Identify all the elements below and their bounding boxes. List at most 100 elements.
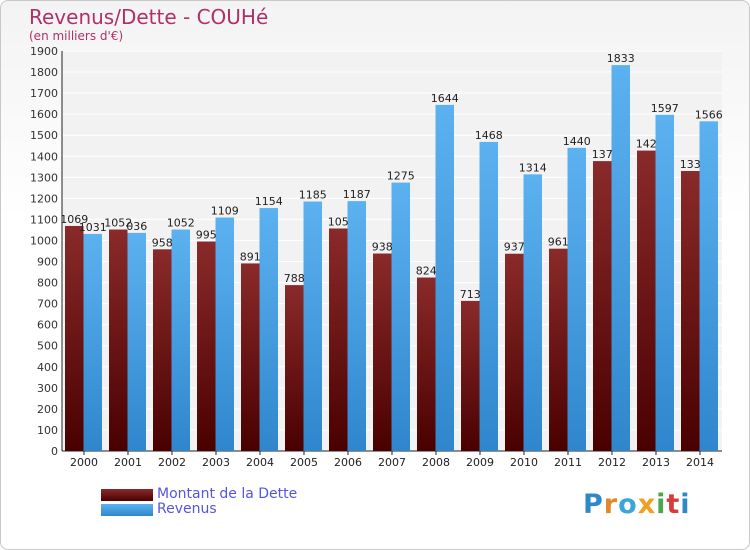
logo-letter: P — [583, 489, 604, 520]
y-tick-label: 400 — [37, 361, 58, 374]
debt-value-label: 137 — [592, 148, 613, 161]
revenue-value-label: 1468 — [475, 129, 503, 142]
chart-title: Revenus/Dette - COUHé — [29, 5, 269, 29]
revenue-value-label: 1314 — [519, 161, 547, 174]
debt-value-label: 824 — [416, 265, 437, 278]
debt-bar — [637, 150, 656, 451]
x-tick-label: 2005 — [290, 456, 318, 469]
revenue-bar — [655, 114, 674, 451]
debt-value-label: 142 — [636, 138, 657, 151]
revenue-value-label: 1154 — [255, 195, 283, 208]
debt-value-label: 937 — [504, 241, 525, 254]
revenue-bar — [435, 104, 454, 451]
y-tick-label: 1900 — [30, 45, 58, 58]
debt-bar — [461, 300, 480, 451]
y-tick-label: 1600 — [30, 108, 58, 121]
revenue-value-label: 1833 — [607, 52, 635, 65]
debt-value-label: 958 — [152, 236, 173, 249]
debt-value-label: 133 — [680, 158, 701, 171]
revenue-bar — [567, 147, 586, 451]
y-tick-label: 1200 — [30, 192, 58, 205]
debt-bar — [65, 225, 84, 451]
debt-value-label: 1052 — [104, 217, 132, 230]
y-tick-label: 300 — [37, 382, 58, 395]
x-tick-label: 2013 — [642, 456, 670, 469]
x-tick-label: 2001 — [114, 456, 142, 469]
revenue-bar — [215, 217, 234, 451]
debt-bar — [153, 249, 172, 451]
revenue-value-label: 1597 — [651, 102, 679, 115]
x-tick-label: 2000 — [70, 456, 98, 469]
debt-value-label: 105 — [328, 215, 349, 228]
revenue-bar — [259, 208, 278, 451]
x-tick-label: 2009 — [466, 456, 494, 469]
debt-value-label: 938 — [372, 241, 393, 254]
revenue-bar — [83, 233, 102, 451]
revenue-bar — [611, 65, 630, 452]
legend-label-revenue: Revenus — [157, 501, 217, 517]
debt-value-label: 788 — [284, 272, 305, 285]
revenue-value-label: 1644 — [431, 92, 459, 105]
x-tick-label: 2008 — [422, 456, 450, 469]
revenue-value-label: 1440 — [563, 135, 591, 148]
x-tick-label: 2002 — [158, 456, 186, 469]
debt-bar — [373, 253, 392, 451]
debt-value-label: 713 — [460, 288, 481, 301]
y-tick-label: 500 — [37, 340, 58, 353]
y-tick-label: 1300 — [30, 171, 58, 184]
revenue-value-label: 1275 — [387, 170, 415, 183]
y-tick-label: 700 — [37, 298, 58, 311]
logo-letter: t — [666, 489, 681, 520]
y-tick-label: 1500 — [30, 129, 58, 142]
debt-bar — [285, 285, 304, 451]
y-tick-label: 600 — [37, 319, 58, 332]
y-tick-label: 1100 — [30, 213, 58, 226]
debt-bar — [417, 277, 436, 451]
logo-letter: i — [680, 489, 691, 520]
y-tick-label: 1800 — [30, 66, 58, 79]
revenue-value-label: 036 — [126, 220, 147, 233]
revenue-bar — [699, 121, 718, 451]
x-tick-label: 2003 — [202, 456, 230, 469]
x-tick-label: 2014 — [686, 456, 714, 469]
revenue-bar — [171, 229, 190, 451]
revenue-bar — [303, 201, 322, 451]
debt-bar — [593, 161, 612, 451]
revenue-bar — [479, 141, 498, 451]
legend-swatch-debt — [101, 489, 153, 501]
revenue-value-label: 1109 — [211, 205, 239, 218]
debt-value-label: 891 — [240, 250, 261, 263]
chart-subtitle: (en milliers d'€) — [29, 29, 124, 43]
debt-value-label: 995 — [196, 229, 217, 242]
y-tick-label: 0 — [51, 445, 58, 458]
y-tick-label: 900 — [37, 256, 58, 269]
debt-bar — [505, 253, 524, 451]
revenue-value-label: 1052 — [167, 217, 195, 230]
logo-letter: x — [637, 489, 657, 520]
x-tick-label: 2006 — [334, 456, 362, 469]
x-tick-label: 2011 — [554, 456, 582, 469]
y-tick-label: 1700 — [30, 87, 58, 100]
logo-letter: o — [618, 489, 638, 520]
x-tick-label: 2004 — [246, 456, 274, 469]
logo-letter: i — [656, 489, 667, 520]
revenue-bar — [391, 182, 410, 451]
proxiti-logo: Proxiti — [583, 489, 691, 520]
debt-value-label: 1069 — [60, 213, 88, 226]
revenue-bar — [127, 232, 146, 451]
debt-bar — [681, 171, 700, 451]
y-tick-label: 200 — [37, 403, 58, 416]
debt-bar — [109, 229, 128, 451]
logo-letter: r — [603, 489, 619, 520]
x-tick-label: 2010 — [510, 456, 538, 469]
revenue-value-label: 1187 — [343, 188, 371, 201]
revenue-value-label: 1031 — [79, 221, 107, 234]
x-tick-label: 2012 — [598, 456, 626, 469]
legend-swatch-revenue — [101, 504, 153, 516]
revenue-bar — [347, 201, 366, 451]
x-tick-label: 2007 — [378, 456, 406, 469]
legend-label-debt: Montant de la Dette — [157, 486, 298, 502]
revenue-value-label: 1566 — [695, 108, 723, 121]
